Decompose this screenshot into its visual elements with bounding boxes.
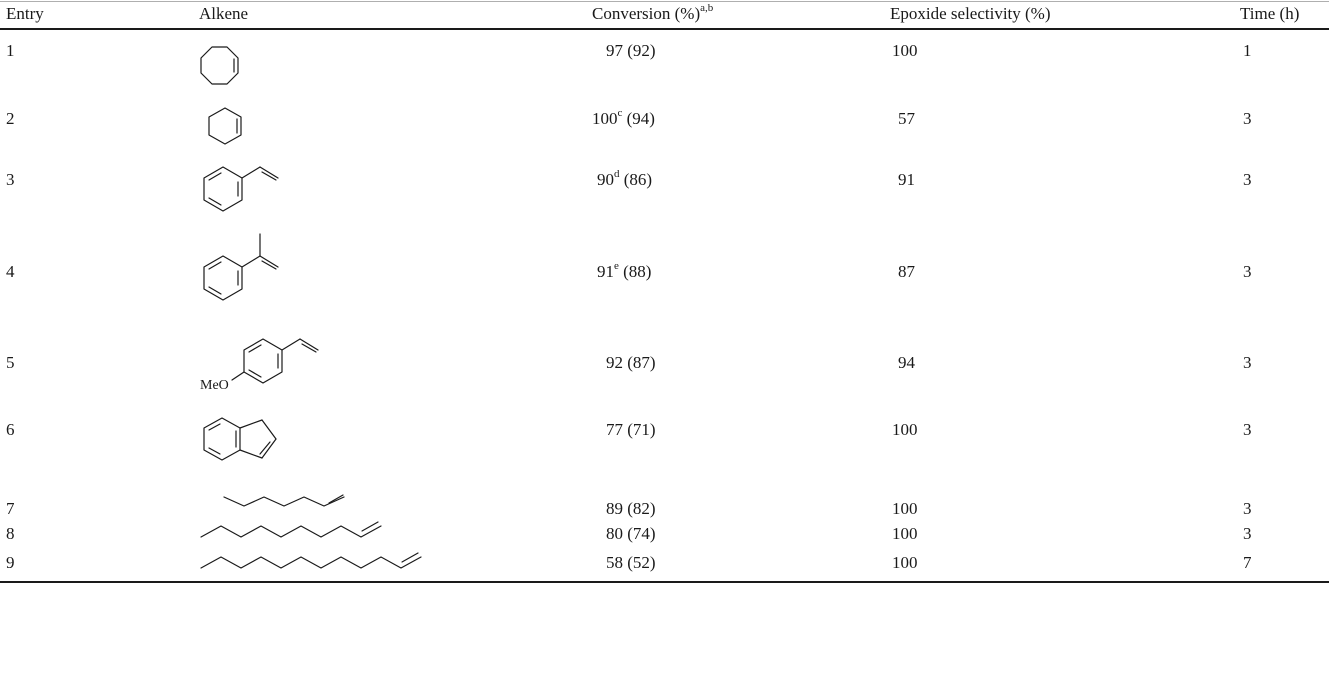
header-alkene: Alkene — [199, 4, 249, 23]
conversion-main: 91 — [597, 262, 614, 281]
entry-number: 5 — [6, 353, 15, 372]
time-value: 3 — [1243, 353, 1252, 372]
conversion-main: 77 — [606, 420, 623, 439]
header-rule — [0, 28, 1329, 30]
time-value: 3 — [1243, 262, 1252, 281]
conversion-isolated: (74) — [623, 524, 656, 543]
conversion-footnote: d — [614, 168, 620, 181]
conversion-isolated: (94) — [622, 109, 655, 128]
conversion-value: 92 (87) — [606, 353, 656, 373]
conversion-isolated: (71) — [623, 420, 656, 439]
conversion-isolated: (92) — [623, 41, 656, 60]
conversion-main: 90 — [597, 170, 614, 189]
conversion-main: 92 — [606, 353, 623, 372]
time-value: 7 — [1243, 553, 1252, 572]
entry-number: 7 — [6, 499, 15, 518]
bottom-rule — [0, 581, 1329, 583]
time-value: 3 — [1243, 109, 1252, 128]
conversion-main: 100 — [592, 109, 618, 128]
entry-number: 8 — [6, 524, 15, 543]
time-value: 3 — [1243, 524, 1252, 543]
conversion-main: 80 — [606, 524, 623, 543]
header-time: Time (h) — [1240, 4, 1300, 23]
conversion-isolated: (87) — [623, 353, 656, 372]
entry-number: 3 — [6, 170, 15, 189]
conversion-value: 89 (82) — [606, 499, 656, 519]
entry-number: 6 — [6, 420, 15, 439]
conversion-value: 90d (86) — [597, 168, 653, 190]
selectivity-value: 94 — [898, 353, 915, 372]
selectivity-value: 100 — [892, 499, 918, 518]
conversion-isolated: (82) — [623, 499, 656, 518]
time-value: 3 — [1243, 499, 1252, 518]
conversion-value: 77 (71) — [606, 420, 656, 440]
selectivity-value: 100 — [892, 420, 918, 439]
selectivity-value: 100 — [892, 41, 918, 60]
conversion-value: 58 (52) — [606, 553, 656, 573]
header-entry: Entry — [6, 4, 44, 23]
conversion-value: 91e (88) — [597, 260, 652, 282]
entry-number: 2 — [6, 109, 15, 128]
entry-number: 9 — [6, 553, 15, 572]
entry-number: 1 — [6, 41, 15, 60]
time-value: 1 — [1243, 41, 1252, 60]
conversion-value: 97 (92) — [606, 41, 656, 61]
conversion-value: 80 (74) — [606, 524, 656, 544]
selectivity-value: 100 — [892, 524, 918, 543]
conversion-footnote: c — [617, 107, 623, 120]
conversion-footnote: e — [614, 260, 619, 273]
header-conversion: Conversion (%)a,b — [592, 2, 714, 23]
entry-number: 4 — [6, 262, 15, 281]
selectivity-value: 87 — [898, 262, 915, 281]
top-rule — [0, 1, 1329, 2]
selectivity-value: 100 — [892, 553, 918, 572]
methoxy-label: MeO — [200, 378, 229, 393]
conversion-value: 100c (94) — [592, 107, 655, 129]
selectivity-value: 57 — [898, 109, 915, 128]
conversion-main: 89 — [606, 499, 623, 518]
time-value: 3 — [1243, 420, 1252, 439]
conversion-main: 97 — [606, 41, 623, 60]
header-epoxide-selectivity: Epoxide selectivity (%) — [890, 4, 1051, 23]
conversion-main: 58 — [606, 553, 623, 572]
conversion-isolated: (52) — [623, 553, 656, 572]
selectivity-value: 91 — [898, 170, 915, 189]
conversion-isolated: (86) — [619, 170, 653, 189]
time-value: 3 — [1243, 170, 1252, 189]
conversion-isolated: (88) — [618, 262, 652, 281]
